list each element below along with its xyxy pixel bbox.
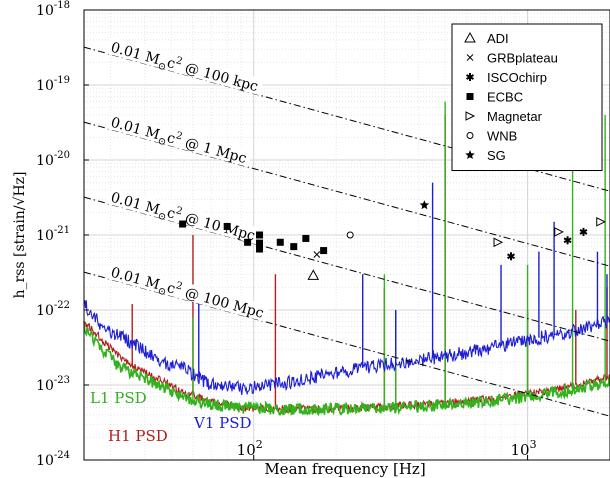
marker-x <box>313 251 321 258</box>
svg-text:0.01 M⊙c2 @ 10 Mpc: 0.01 M⊙c2 @ 10 Mpc <box>108 188 257 248</box>
marker-circle <box>466 132 474 139</box>
axis-ticks: 10-18 10-19 10-20 10-21 10-22 10-23 10-24 102 10… <box>36 0 537 469</box>
marker-triangle-right <box>596 216 606 227</box>
y-tick-label: 10-18 <box>36 0 70 19</box>
marker-triangle-up <box>464 31 476 43</box>
y-tick-label: 10-19 <box>36 75 70 94</box>
marker-square <box>466 93 474 100</box>
y-tick-label: 10-24 <box>36 450 70 469</box>
marker-square <box>179 220 187 228</box>
y-tick-label: 10-23 <box>36 375 70 394</box>
x-axis-label: Mean frequency [Hz] <box>264 460 425 478</box>
svg-text:0.01 M⊙c2 @ 100 kpc: 0.01 M⊙c2 @ 100 kpc <box>108 38 260 98</box>
marker-square <box>244 238 252 246</box>
svg-text:0.01 M⊙c2 @ 1 Mpc: 0.01 M⊙c2 @ 1 Mpc <box>108 113 249 170</box>
marker-asterisk <box>507 252 515 261</box>
legend-entry-label: GRBplateau <box>487 51 558 66</box>
marker-star <box>465 150 475 159</box>
psd-curves: H1 PSD L1 PSD V1 PSD <box>83 101 610 445</box>
reference-line-label: 0.01 M⊙c2 @ 100 Mpc <box>107 262 270 322</box>
y-tick-label: 10-22 <box>36 300 70 319</box>
y-tick-label: 10-21 <box>36 225 70 244</box>
legend-entry-label: Magnetar <box>487 109 543 124</box>
reference-lines: 0.01 M⊙c2 @ 100 kpc 0.01 M⊙c2 @ 1 Mpc 0.01… <box>83 37 610 417</box>
x-tick-label: 102 <box>237 438 263 459</box>
marker-square <box>256 245 264 253</box>
marker-square <box>290 243 298 251</box>
marker-triangle-up <box>307 269 320 280</box>
y-tick-label: 10-20 <box>36 150 70 169</box>
psd-label-h1: H1 PSD <box>108 427 168 445</box>
marker-square <box>302 234 310 242</box>
legend-entry-label: ECBC <box>487 90 523 105</box>
marker-asterisk <box>579 227 588 236</box>
marker-star <box>419 200 430 210</box>
legend-box <box>451 23 603 171</box>
reference-line-label: 0.01 M⊙c2 @ 100 kpc <box>107 37 265 98</box>
reference-line-label: 0.01 M⊙c2 @ 10 Mpc <box>107 187 262 248</box>
legend-entry-label: ADI <box>487 31 509 46</box>
marker-triangle-right <box>493 237 504 248</box>
psd-curve-v1 <box>83 300 610 396</box>
psd-label-l1: L1 PSD <box>90 389 147 407</box>
marker-x <box>466 54 474 61</box>
marker-asterisk <box>563 236 572 245</box>
marker-triangle-right <box>465 111 476 121</box>
marker-square <box>256 239 264 247</box>
marker-square <box>256 231 264 239</box>
legend-entry-label: ISCOchirp <box>487 70 547 85</box>
legend: ADI GRBplateau ISCOchirp ECBC Magnetar WNB SG <box>451 23 603 171</box>
legend-entry-label: WNB <box>487 129 517 144</box>
marker-square <box>223 222 231 230</box>
psd-curve-l1 <box>83 321 610 417</box>
marker-triangle-right <box>554 227 564 237</box>
data-markers <box>179 200 606 280</box>
x-tick-label: 103 <box>511 438 537 459</box>
marker-asterisk <box>466 73 474 81</box>
reference-line-label: 0.01 M⊙c2 @ 1 Mpc <box>107 112 253 170</box>
legend-entry-label: SG <box>487 148 506 163</box>
y-axis-label: h_rss [strain/√Hz] <box>12 171 28 298</box>
marker-circle <box>346 231 354 239</box>
marker-square <box>320 247 328 255</box>
psd-label-v1: V1 PSD <box>193 414 252 432</box>
marker-square <box>276 238 284 246</box>
